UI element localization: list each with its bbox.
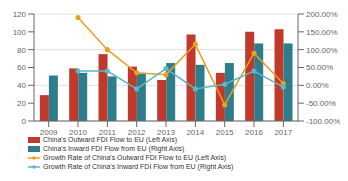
svg-text:20: 20 — [17, 99, 26, 108]
svg-text:2013: 2013 — [157, 128, 175, 137]
svg-text:-100.00%: -100.00% — [306, 117, 340, 126]
svg-text:200.00%: 200.00% — [306, 10, 338, 19]
html-text:Growth Rate of China's Inward: Growth Rate of China's Inward FDI Flow f… — [43, 163, 234, 170]
svg-text:100: 100 — [13, 28, 27, 37]
svg-text:120: 120 — [13, 10, 27, 19]
svg-text:60: 60 — [17, 63, 26, 72]
svg-text:100.00%: 100.00% — [306, 46, 338, 55]
svg-text:2011: 2011 — [99, 128, 117, 137]
svg-text:40: 40 — [17, 81, 26, 90]
svg-text:2015: 2015 — [216, 128, 234, 137]
svg-text:2014: 2014 — [186, 128, 204, 137]
svg-text:2017: 2017 — [274, 128, 292, 137]
svg-text:0.00%: 0.00% — [306, 81, 329, 90]
svg-text:50.00%: 50.00% — [306, 63, 333, 72]
svg-text:150.00%: 150.00% — [306, 28, 338, 37]
svg-text:2010: 2010 — [69, 128, 87, 137]
svg-text:-50.00%: -50.00% — [306, 99, 336, 108]
svg-text:80: 80 — [17, 46, 26, 55]
svg-text:2016: 2016 — [245, 128, 263, 137]
svg-text:2012: 2012 — [128, 128, 146, 137]
svg-text:0: 0 — [22, 117, 27, 126]
svg-text:2009: 2009 — [40, 128, 58, 137]
html-text:China's Outward FDI Flow to EU: China's Outward FDI Flow to EU (Left Axi… — [43, 136, 177, 143]
html-text:China's Inward FDI Flow from E: China's Inward FDI Flow from EU (Right A… — [43, 145, 185, 152]
html-text:Growth Rate of China's Outward: Growth Rate of China's Outward FDI Flow … — [43, 154, 226, 161]
